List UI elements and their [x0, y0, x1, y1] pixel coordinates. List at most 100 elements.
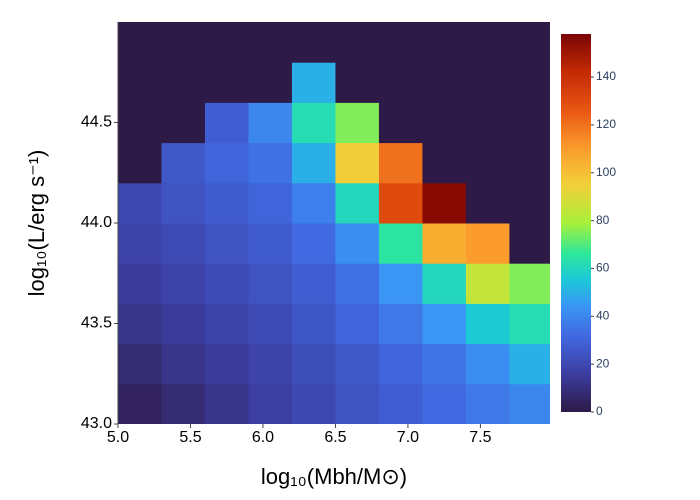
heatmap-cell: [335, 303, 380, 345]
heatmap-cell: [291, 22, 336, 63]
x-tick-label: 7.0: [397, 429, 419, 446]
heatmap-cell: [204, 142, 249, 184]
x-tick-label: 5.5: [179, 429, 201, 446]
heatmap-cell: [465, 142, 510, 184]
heatmap-cell: [291, 343, 336, 385]
colorbar-tick-label: 80: [596, 213, 610, 227]
heatmap-cell: [248, 223, 293, 264]
heatmap-cell: [378, 102, 423, 144]
heatmap-cell: [291, 62, 336, 103]
heatmap-cell: [291, 102, 336, 144]
heatmap-cell: [204, 22, 249, 63]
heatmap-cell: [118, 223, 162, 264]
heatmap-cell: [378, 343, 423, 385]
heatmap-cell: [161, 223, 206, 264]
x-tick-label: 5.0: [107, 429, 129, 446]
y-axis-label: log₁₀(L/erg s⁻¹): [24, 150, 49, 297]
heatmap-cell: [118, 182, 162, 224]
heatmap: [118, 22, 550, 424]
heatmap-cell: [161, 343, 206, 385]
heatmap-cell: [248, 263, 293, 304]
heatmap-cell: [509, 62, 550, 103]
heatmap-cell: [509, 142, 550, 184]
y-tick-label: 44.5: [81, 114, 112, 131]
heatmap-cell: [291, 223, 336, 264]
heatmap-cell: [378, 62, 423, 103]
heatmap-cell: [248, 303, 293, 345]
heatmap-cell: [248, 142, 293, 184]
heatmap-cell: [509, 182, 550, 224]
x-tick-label: 6.5: [324, 429, 346, 446]
heatmap-cell: [204, 223, 249, 264]
colorbar-tick-label: 20: [596, 356, 610, 370]
heatmap-cell: [204, 343, 249, 385]
heatmap-cell: [509, 223, 550, 264]
heatmap-cell: [465, 343, 510, 385]
heatmap-cell: [161, 182, 206, 224]
colorbar-tick-label: 40: [596, 308, 610, 322]
heatmap-cell: [161, 62, 206, 103]
colorbar-tick-label: 120: [596, 117, 616, 131]
heatmap-cell: [118, 303, 162, 345]
heatmap-cell: [422, 263, 467, 304]
colorbar-tick-label: 100: [596, 165, 616, 179]
heatmap-cell: [248, 182, 293, 224]
heatmap-cell: [118, 62, 162, 103]
heatmap-cell: [204, 182, 249, 224]
heatmap-cell: [161, 303, 206, 345]
heatmap-cell: [335, 102, 380, 144]
heatmap-cell: [118, 263, 162, 304]
heatmap-cell: [161, 142, 206, 184]
heatmap-cell: [465, 62, 510, 103]
heatmap-cell: [248, 343, 293, 385]
heatmap-cell: [118, 383, 162, 424]
heatmap-cell: [204, 263, 249, 304]
heatmap-cell: [335, 383, 380, 424]
y-tick-label: 43.5: [81, 315, 112, 332]
heatmap-cell: [465, 182, 510, 224]
heatmap-cell: [161, 102, 206, 144]
y-tick-label: 44.0: [81, 214, 112, 231]
heatmap-cell: [291, 263, 336, 304]
heatmap-cell: [204, 303, 249, 345]
heatmap-cell: [335, 343, 380, 385]
colorbar: [561, 34, 591, 412]
heatmap-cell: [465, 102, 510, 144]
heatmap-cell: [378, 22, 423, 63]
heatmap-cell: [509, 102, 550, 144]
heatmap-cell: [378, 303, 423, 345]
heatmap-cell: [335, 62, 380, 103]
heatmap-cell: [378, 142, 423, 184]
heatmap-cell: [118, 343, 162, 385]
heatmap-cell: [335, 263, 380, 304]
heatmap-cell: [465, 303, 510, 345]
heatmap-cell: [378, 263, 423, 304]
heatmap-cell: [422, 142, 467, 184]
heatmap-cell: [248, 102, 293, 144]
heatmap-cell: [509, 303, 550, 345]
heatmap-cell: [422, 343, 467, 385]
heatmap-cell: [422, 223, 467, 264]
heatmap-cell: [422, 182, 467, 224]
heatmap-cell: [335, 223, 380, 264]
heatmap-cell: [465, 22, 510, 63]
heatmap-cell: [248, 62, 293, 103]
colorbar-tick-label: 60: [596, 261, 610, 275]
heatmap-cell: [291, 142, 336, 184]
heatmap-cell: [335, 22, 380, 63]
colorbar-tick-label: 140: [596, 69, 616, 83]
heatmap-cell: [422, 22, 467, 63]
heatmap-cell: [161, 383, 206, 424]
heatmap-cell: [465, 263, 510, 304]
heatmap-cell: [509, 263, 550, 304]
heatmap-cell: [248, 22, 293, 63]
heatmap-cell: [335, 182, 380, 224]
heatmap-cell: [118, 102, 162, 144]
heatmap-cell: [335, 142, 380, 184]
x-tick-label: 7.5: [469, 429, 491, 446]
colorbar-tick-label: 0: [596, 404, 603, 418]
heatmap-cell: [161, 22, 206, 63]
heatmap-cell: [378, 182, 423, 224]
heatmap-cell: [422, 62, 467, 103]
heatmap-cell: [291, 383, 336, 424]
